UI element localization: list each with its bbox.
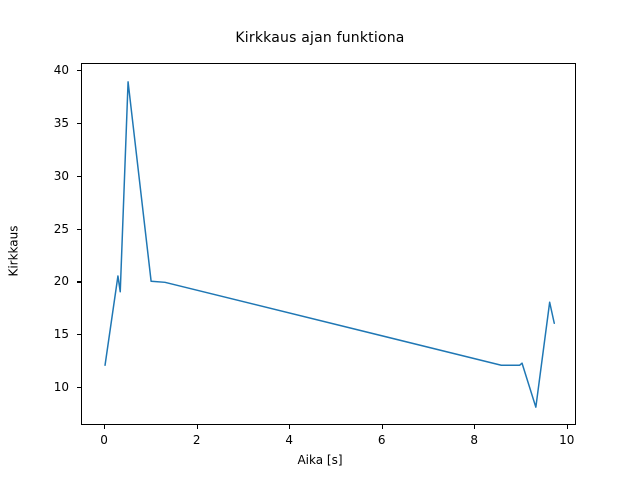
x-tick-label: 2 [192,433,201,447]
series-polyline [104,81,556,408]
y-tick-label: 20 [53,274,69,289]
y-tick-label: 40 [53,63,69,78]
y-tick-mark [77,387,81,389]
x-tick-mark [474,425,476,429]
x-axis-label: Aika [s] [297,453,343,467]
y-tick-mark [77,228,81,230]
y-axis-label: Kirkkaus [6,225,21,277]
y-tick-label: 10 [53,380,69,394]
y-tick-mark [77,281,81,283]
y-tick-label: 15 [53,327,69,342]
x-tick-mark [566,425,568,429]
chart-title: Kirkkaus ajan funktiona [235,30,405,46]
x-tick-label: 0 [100,433,108,447]
x-tick-mark [381,425,383,429]
y-tick-label: 30 [53,168,69,183]
y-tick-mark [77,70,81,72]
x-tick-mark [196,425,198,429]
plot-area [81,63,576,425]
x-tick-mark [289,425,291,429]
y-tick-label: 25 [53,221,69,236]
y-tick-mark [77,334,81,336]
x-tick-label: 10 [559,433,575,447]
y-tick-mark [77,123,81,125]
x-tick-label: 6 [377,433,386,447]
y-tick-mark [77,175,81,178]
y-tick-label: 35 [53,116,69,131]
x-tick-label: 8 [470,433,479,447]
x-tick-mark [104,425,106,429]
x-tick-label: 4 [285,433,293,447]
data-line-series [104,81,556,408]
